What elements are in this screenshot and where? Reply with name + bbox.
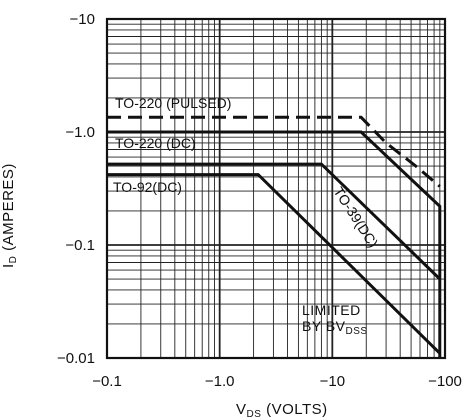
y-tick-label: −10 (70, 11, 95, 28)
y-tick-label: −1.0 (65, 124, 95, 141)
x-tick-label: −100 (428, 373, 462, 390)
series-label-to92-dc: TO-92(DC) (113, 179, 182, 195)
series-line-3 (107, 173, 441, 355)
series-line-2 (107, 162, 441, 281)
y-tick-label: −0.01 (57, 350, 95, 367)
x-tick-label: −0.1 (92, 373, 122, 390)
series-label-to39-dc: TO-39(DC) (330, 184, 381, 251)
series-label-to220-dc: TO-220 (DC) (115, 135, 196, 151)
series-lines (107, 115, 442, 358)
series-label-to220-pulsed: TO-220 (PULSED) (115, 95, 231, 111)
x-tick-label: −10 (320, 373, 345, 390)
series-line-0 (107, 115, 441, 188)
plot-frame (105, 17, 447, 360)
limited-annotation-line1: LIMITED (302, 302, 361, 318)
tick-labels: −0.1 −1.0 −10 −100 −0.01 −0.1 −1.0 −10 (57, 11, 462, 390)
grid (107, 19, 445, 358)
x-tick-label: −1.0 (205, 373, 235, 390)
x-axis-label: VDS (VOLTS) (236, 401, 328, 419)
y-axis-label: ID (AMPERES) (0, 163, 19, 268)
y-tick-label: −0.1 (65, 237, 95, 254)
series-line-1 (107, 130, 442, 358)
limited-annotation-line2: BY BVDSS (302, 318, 368, 337)
